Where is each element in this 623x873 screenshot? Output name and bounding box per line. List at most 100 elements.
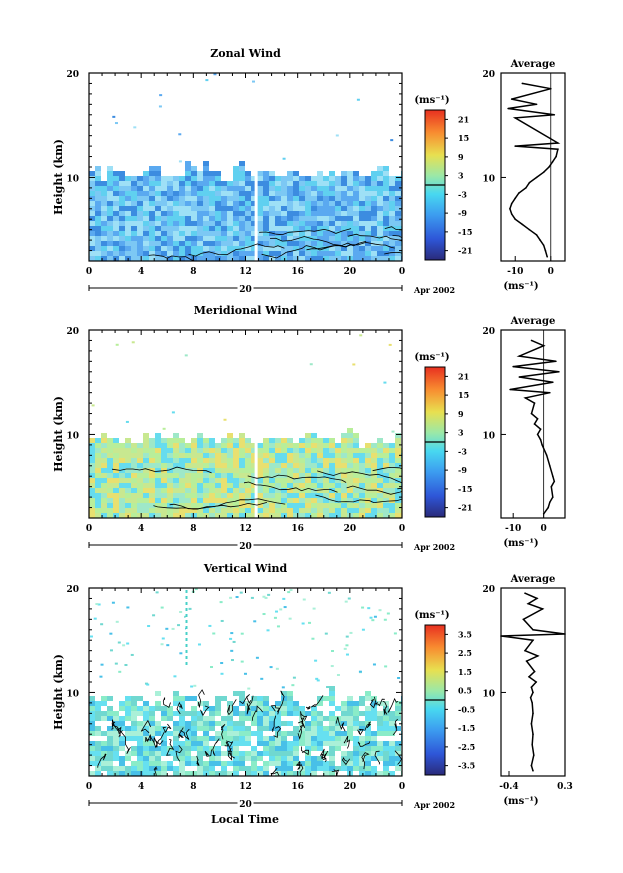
heatmap-cell	[185, 176, 191, 181]
profile-point	[509, 208, 511, 210]
heatmap-cell	[227, 236, 233, 241]
heatmap-cell	[263, 771, 269, 776]
heatmap-cell	[131, 493, 137, 498]
heatmap-cell	[167, 761, 173, 766]
heatmap-cell	[287, 696, 293, 701]
gap-speck	[185, 638, 188, 641]
heatmap-cell	[95, 731, 101, 736]
heatmap-cell	[95, 726, 101, 731]
heatmap-cell	[113, 438, 119, 443]
heatmap-cell	[329, 231, 335, 236]
heatmap-cell	[317, 473, 323, 478]
heatmap-cell	[251, 498, 257, 503]
profile-frame	[500, 72, 566, 262]
heatmap-cell	[179, 766, 185, 771]
heatmap-cell	[113, 191, 119, 196]
heatmap-cell	[395, 493, 401, 498]
heatmap-cell	[275, 201, 281, 206]
heatmap-cell	[305, 226, 311, 231]
heatmap-cell	[239, 201, 245, 206]
heatmap-cell	[281, 771, 287, 776]
heatmap-cell	[275, 226, 281, 231]
heatmap-cell	[239, 166, 245, 171]
profile-point	[521, 82, 524, 85]
heatmap-cell	[353, 716, 359, 721]
heatmap-cell	[239, 443, 245, 448]
heatmap-cell	[119, 726, 125, 731]
x-tick-label: 0	[399, 782, 405, 792]
heatmap-cell	[263, 751, 269, 756]
heatmap-cell	[197, 716, 203, 721]
heatmap-cell	[281, 231, 287, 236]
heatmap-cell	[203, 161, 209, 166]
heatmap-cell	[197, 726, 203, 731]
heatmap-cell	[191, 211, 197, 216]
heatmap-cell	[251, 493, 257, 498]
heatmap-cell	[101, 246, 107, 251]
heatmap-cell	[173, 721, 179, 726]
heatmap-cell	[185, 448, 191, 453]
heatmap-cell	[299, 251, 305, 256]
heatmap-cell	[287, 513, 293, 518]
heatmap-cell	[95, 251, 101, 256]
heatmap-cell	[191, 711, 197, 716]
heatmap-cell	[359, 251, 365, 256]
heatmap-cell	[113, 468, 119, 473]
heatmap-cell	[161, 463, 167, 468]
profile-y-tick-label: 20	[482, 70, 495, 80]
heatmap-cell	[353, 706, 359, 711]
heatmap-cell	[389, 256, 395, 261]
heatmap-cell	[359, 176, 365, 181]
profile-x-label: (ms⁻¹)	[503, 796, 538, 807]
heatmap-cell	[287, 448, 293, 453]
heatmap-cell	[341, 181, 347, 186]
profile-point	[532, 712, 534, 715]
heatmap-cell	[329, 513, 335, 518]
heatmap-cell	[257, 726, 263, 731]
heatmap-cell	[329, 746, 335, 751]
heatmap-cell	[305, 438, 311, 443]
heatmap-cell	[209, 746, 215, 751]
heatmap-speck	[162, 427, 166, 430]
heatmap-cell	[245, 463, 251, 468]
heatmap-cell	[191, 448, 197, 453]
heatmap-cell	[341, 171, 347, 176]
heatmap-cell	[137, 741, 143, 746]
heatmap-cell	[365, 236, 371, 241]
heatmap-cell	[173, 231, 179, 236]
heatmap-cell	[95, 236, 101, 241]
heatmap-cell	[245, 756, 251, 761]
heatmap-cell	[215, 756, 221, 761]
heatmap-cell	[305, 726, 311, 731]
heatmap-cell	[179, 716, 185, 721]
heatmap-cell	[155, 483, 161, 488]
heatmap-cell	[113, 181, 119, 186]
heatmap-cell	[347, 731, 353, 736]
heatmap-cell	[203, 706, 209, 711]
heatmap-cell	[329, 216, 335, 221]
heatmap-cell	[293, 701, 299, 706]
heatmap-cell	[275, 508, 281, 513]
heatmap-cell	[317, 463, 323, 468]
heatmap-cell	[341, 761, 347, 766]
heatmap-cell	[197, 443, 203, 448]
heatmap-cell	[161, 181, 167, 186]
heatmap-cell	[143, 716, 149, 721]
heatmap-cell	[359, 493, 365, 498]
profile-point	[555, 360, 557, 363]
heatmap-cell	[155, 503, 161, 508]
heatmap-cell	[395, 181, 401, 186]
heatmap-cell	[347, 706, 353, 711]
contour-line	[198, 689, 205, 708]
heatmap-cell	[359, 211, 365, 216]
heatmap-cell	[353, 191, 359, 196]
heatmap-cell	[125, 701, 131, 706]
heatmap-cell	[167, 513, 173, 518]
heatmap-cell	[329, 766, 335, 771]
heatmap-cell	[221, 771, 227, 776]
heatmap-cell	[287, 508, 293, 513]
gap-speck	[185, 590, 188, 593]
heatmap-cell	[143, 186, 149, 191]
heatmap-cell	[173, 463, 179, 468]
heatmap-cell	[113, 186, 119, 191]
